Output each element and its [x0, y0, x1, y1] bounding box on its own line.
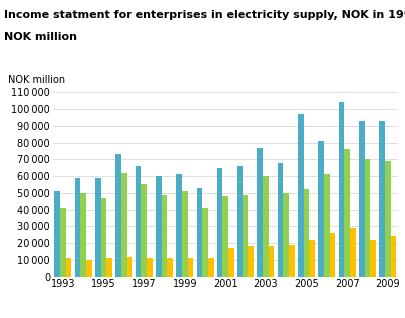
Bar [187, 258, 193, 277]
Bar [228, 248, 233, 277]
Text: NOK million: NOK million [4, 32, 77, 42]
Bar [66, 258, 71, 277]
Bar [75, 178, 80, 277]
Bar [167, 258, 173, 277]
Bar [176, 174, 181, 277]
Bar [161, 195, 167, 277]
Bar [86, 260, 92, 277]
Bar [202, 208, 207, 277]
Text: NOK million: NOK million [8, 75, 65, 85]
Text: Income statment for enterprises in electricity supply, NOK in 1998.: Income statment for enterprises in elect… [4, 10, 405, 19]
Bar [141, 184, 147, 277]
Bar [196, 188, 202, 277]
Bar [135, 166, 141, 277]
Bar [60, 208, 66, 277]
Bar [318, 141, 323, 277]
Bar [378, 121, 384, 277]
Bar [309, 240, 314, 277]
Bar [54, 191, 60, 277]
Bar [106, 258, 112, 277]
Bar [216, 168, 222, 277]
Bar [277, 162, 283, 277]
Bar [349, 228, 355, 277]
Bar [384, 161, 390, 277]
Bar [181, 191, 187, 277]
Bar [390, 236, 395, 277]
Bar [207, 258, 213, 277]
Bar [343, 149, 349, 277]
Bar [288, 245, 294, 277]
Bar [222, 196, 228, 277]
Bar [237, 166, 242, 277]
Bar [364, 159, 369, 277]
Bar [248, 246, 254, 277]
Bar [257, 148, 262, 277]
Bar [156, 176, 161, 277]
Bar [262, 176, 268, 277]
Bar [338, 102, 343, 277]
Bar [283, 193, 288, 277]
Bar [80, 193, 86, 277]
Bar [303, 190, 309, 277]
Bar [147, 258, 152, 277]
Bar [100, 198, 106, 277]
Bar [369, 240, 375, 277]
Bar [95, 178, 100, 277]
Bar [268, 246, 274, 277]
Bar [242, 195, 248, 277]
Bar [358, 121, 364, 277]
Bar [323, 174, 329, 277]
Bar [115, 154, 121, 277]
Bar [121, 173, 126, 277]
Legend: Operating income, Operating expense, Operating profit: Operating income, Operating expense, Ope… [66, 315, 383, 318]
Bar [126, 257, 132, 277]
Bar [297, 114, 303, 277]
Bar [329, 233, 335, 277]
